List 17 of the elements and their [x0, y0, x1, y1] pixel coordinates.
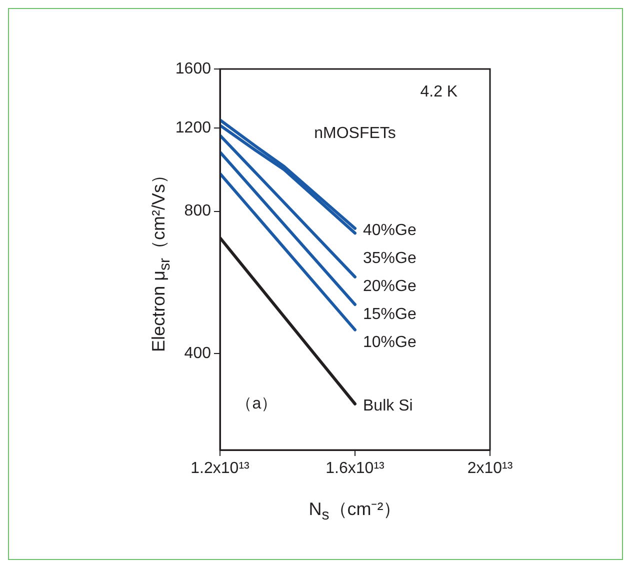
y-tick-label: 400 — [184, 344, 212, 362]
annotation: （a） — [236, 396, 278, 413]
x-tick-label: 1.6x10¹³ — [326, 460, 386, 478]
y-tick-label: 800 — [184, 202, 212, 220]
x-axis-title: N$_{s}$（cm⁻²） — [308, 498, 402, 524]
series-label: Bulk Si — [363, 397, 413, 414]
series-label: 35%Ge — [363, 250, 416, 267]
series-label: 10%Ge — [363, 334, 416, 351]
y-tick-label: 1600 — [175, 60, 212, 78]
annotation: 4.2 K — [420, 83, 458, 100]
series-label: 15%Ge — [363, 306, 416, 323]
series-label: 40%Ge — [363, 222, 416, 239]
x-tick-label: 2x10¹³ — [467, 460, 514, 478]
x-tick-label: 1.2x10¹³ — [190, 460, 250, 478]
y-tick-label: 1200 — [175, 119, 212, 136]
series-label: 20%Ge — [363, 278, 416, 295]
annotation: nMOSFETs — [314, 125, 396, 142]
